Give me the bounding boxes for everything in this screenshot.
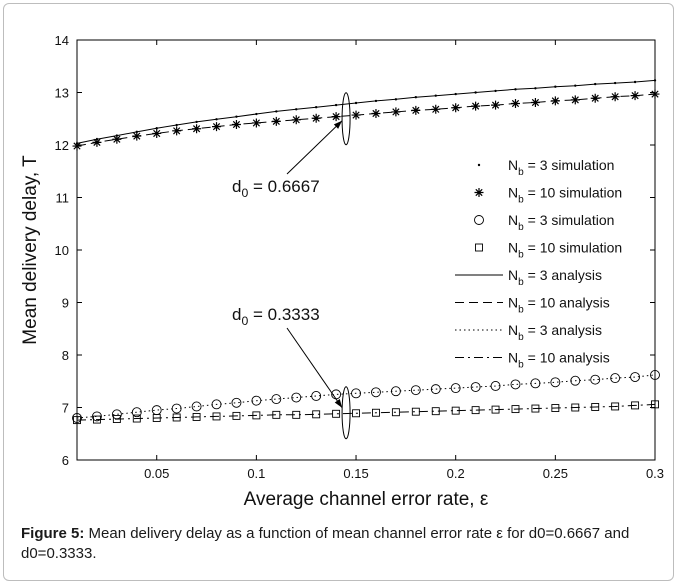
legend-label: Nb = 10 simulation: [508, 185, 622, 206]
series-star: [72, 89, 660, 151]
data-point: [650, 89, 660, 99]
annotation-arrowhead: [333, 120, 343, 129]
y-tick-label: 6: [62, 453, 69, 468]
data-point: [152, 128, 162, 138]
data-point: [530, 97, 540, 107]
series-line: [76, 93, 656, 147]
legend-marker: [474, 188, 484, 197]
legend-label: Nb = 3 simulation: [508, 212, 614, 233]
x-tick-label: 0.2: [447, 466, 465, 481]
series-line: [76, 403, 656, 421]
data-point: [410, 385, 421, 396]
data-point: [630, 372, 641, 382]
x-axis-label: Average channel error rate, ε: [244, 489, 489, 510]
caption-text: Mean delivery delay as a function of mea…: [21, 525, 630, 562]
series-square: [73, 400, 659, 425]
y-tick-label: 13: [55, 86, 69, 101]
series-line: [76, 374, 656, 419]
y-tick-label: 9: [62, 296, 69, 311]
data-point: [550, 377, 561, 388]
data-point: [251, 118, 261, 128]
annotation-arrow: [286, 327, 343, 409]
y-tick-label: 10: [55, 243, 69, 258]
data-point: [470, 382, 481, 392]
data-point: [131, 407, 142, 418]
annotation-ellipse: [341, 92, 351, 146]
data-point: [191, 401, 202, 412]
data-point: [474, 188, 484, 197]
series-dashdot: [76, 403, 656, 421]
y-tick-label: 12: [55, 138, 69, 153]
data-point: [291, 115, 301, 125]
data-point: [72, 413, 82, 423]
legend-label: Nb = 3 simulation: [508, 157, 614, 178]
series-line: [76, 79, 656, 144]
data-point: [372, 408, 380, 417]
y-tick-label: 14: [55, 33, 69, 48]
data-point: [112, 134, 122, 144]
legend-label: Nb = 3 analysis: [508, 267, 602, 288]
series-dotted: [76, 374, 656, 419]
x-tick-label: 0.1: [247, 466, 265, 481]
data-point: [352, 409, 360, 418]
annotation-arrow: [286, 120, 343, 175]
x-tick-label: 0.25: [543, 466, 568, 481]
data-point: [371, 387, 381, 398]
legend-marker: [475, 243, 483, 252]
series-dot: [75, 79, 657, 145]
data-point: [450, 383, 461, 394]
x-tick-label: 0.3: [646, 466, 664, 481]
data-point: [91, 411, 102, 422]
legend-label: Nb = 10 analysis: [508, 295, 610, 316]
annotation-label: d0 = 0.6667: [232, 177, 320, 200]
data-point: [477, 163, 481, 167]
data-point: [610, 373, 621, 384]
data-point: [311, 391, 322, 401]
data-point: [475, 243, 483, 252]
data-point: [590, 374, 601, 385]
data-point: [430, 384, 441, 395]
y-tick-label: 11: [56, 191, 70, 206]
legend-label: Nb = 10 simulation: [508, 240, 622, 261]
data-point: [231, 397, 242, 408]
y-axis-label: Mean delivery delay, T: [20, 155, 41, 345]
legend-marker: [474, 215, 484, 225]
data-point: [431, 104, 441, 114]
figure-caption: Figure 5: Mean delivery delay as a funct…: [21, 524, 661, 564]
caption-label: Figure 5:: [21, 525, 85, 542]
legend-label: Nb = 10 analysis: [508, 350, 610, 371]
annotation-arrowhead: [334, 399, 343, 408]
data-point: [72, 141, 82, 151]
figure-frame: [3, 3, 674, 581]
data-point: [510, 379, 521, 390]
data-point: [391, 107, 401, 117]
data-point: [291, 392, 302, 403]
legend-marker: [477, 163, 481, 167]
series-dashed: [76, 93, 656, 147]
x-tick-label: 0.05: [144, 466, 169, 481]
annotation-ellipse: [341, 386, 351, 440]
data-point: [570, 95, 580, 105]
data-point: [271, 394, 282, 405]
data-point: [474, 215, 484, 225]
data-point: [391, 408, 400, 417]
series-solid: [76, 79, 656, 144]
y-tick-label: 7: [62, 401, 69, 416]
legend-label: Nb = 3 analysis: [508, 322, 602, 343]
x-tick-label: 0.15: [343, 466, 368, 481]
data-point: [650, 370, 660, 380]
chart: 0.05 0.1 0.15 0.2 0.25 0.3 6 7 8 9 10 11 12 13 14 Avera…: [20, 33, 664, 510]
annotation-label: d0 = 0.3333: [232, 305, 320, 328]
y-tick-label: 8: [62, 348, 69, 363]
